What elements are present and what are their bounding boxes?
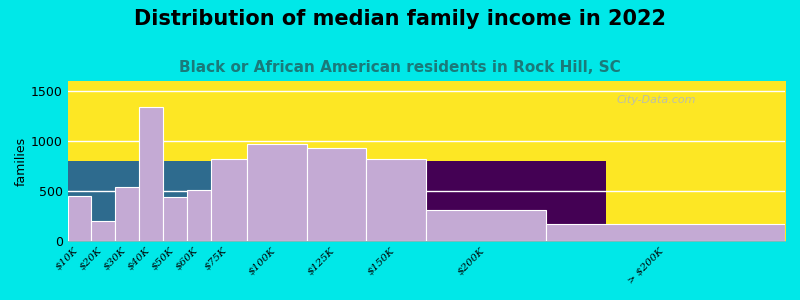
Bar	[426, 210, 546, 241]
Bar	[91, 221, 115, 241]
Bar	[366, 158, 426, 241]
Text: City-Data.com: City-Data.com	[616, 95, 696, 105]
Bar	[306, 148, 366, 241]
Bar	[187, 190, 211, 241]
Bar	[211, 159, 247, 241]
Bar	[247, 144, 306, 241]
Bar	[67, 196, 91, 241]
Y-axis label: families: families	[15, 136, 28, 186]
Bar	[546, 224, 785, 241]
Bar	[163, 197, 187, 241]
Bar	[115, 187, 139, 241]
Text: Black or African American residents in Rock Hill, SC: Black or African American residents in R…	[179, 60, 621, 75]
Bar	[139, 107, 163, 241]
Text: Distribution of median family income in 2022: Distribution of median family income in …	[134, 9, 666, 29]
